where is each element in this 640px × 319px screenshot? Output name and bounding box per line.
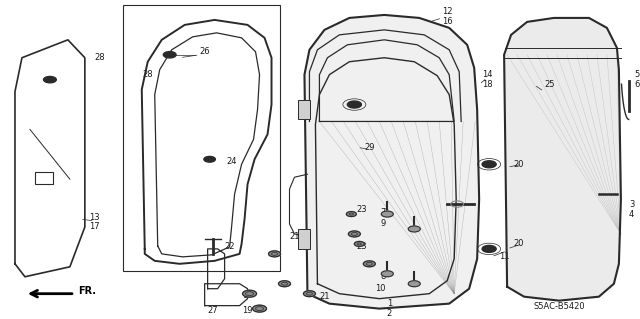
Text: 11: 11 bbox=[499, 252, 509, 261]
FancyBboxPatch shape bbox=[298, 229, 310, 249]
Circle shape bbox=[346, 211, 356, 217]
Text: 13: 13 bbox=[90, 212, 100, 221]
Text: 27: 27 bbox=[207, 306, 218, 315]
Text: 14: 14 bbox=[482, 70, 492, 79]
Circle shape bbox=[381, 271, 394, 277]
Text: 25: 25 bbox=[544, 80, 554, 89]
Text: 28: 28 bbox=[95, 53, 105, 62]
Circle shape bbox=[44, 77, 56, 83]
Text: 3: 3 bbox=[629, 200, 634, 209]
Circle shape bbox=[408, 226, 420, 232]
Text: 26: 26 bbox=[200, 47, 211, 56]
Circle shape bbox=[408, 281, 420, 287]
Text: 15: 15 bbox=[243, 291, 253, 300]
Text: FR.: FR. bbox=[78, 286, 96, 296]
Circle shape bbox=[381, 211, 394, 217]
Text: 21: 21 bbox=[319, 292, 330, 301]
Text: 23: 23 bbox=[356, 204, 367, 213]
Circle shape bbox=[303, 291, 316, 297]
Text: 8: 8 bbox=[380, 272, 385, 281]
Circle shape bbox=[482, 245, 496, 252]
Text: 12: 12 bbox=[442, 7, 452, 17]
Circle shape bbox=[348, 101, 362, 108]
Text: 17: 17 bbox=[90, 222, 100, 232]
FancyBboxPatch shape bbox=[298, 100, 310, 120]
Text: 20: 20 bbox=[514, 239, 524, 249]
Text: 9: 9 bbox=[380, 219, 385, 228]
Text: 29: 29 bbox=[364, 143, 374, 152]
Circle shape bbox=[482, 161, 496, 168]
Polygon shape bbox=[305, 15, 479, 308]
Text: 28: 28 bbox=[143, 70, 153, 79]
Text: 20: 20 bbox=[514, 160, 524, 169]
Polygon shape bbox=[504, 18, 621, 300]
Text: 23: 23 bbox=[356, 242, 367, 251]
Circle shape bbox=[348, 231, 360, 237]
Text: 10: 10 bbox=[375, 284, 385, 293]
Circle shape bbox=[163, 52, 176, 58]
Text: 18: 18 bbox=[482, 80, 492, 89]
Circle shape bbox=[243, 290, 257, 297]
Text: 22: 22 bbox=[225, 242, 235, 251]
Text: 5: 5 bbox=[634, 70, 639, 79]
Text: S5AC-B5420: S5AC-B5420 bbox=[533, 302, 585, 311]
Circle shape bbox=[364, 261, 375, 267]
Text: 7: 7 bbox=[380, 208, 385, 217]
Text: 1: 1 bbox=[387, 299, 392, 308]
Text: 6: 6 bbox=[634, 80, 639, 89]
FancyBboxPatch shape bbox=[123, 5, 280, 271]
Circle shape bbox=[204, 156, 216, 162]
Circle shape bbox=[269, 251, 280, 257]
Text: 19: 19 bbox=[243, 306, 253, 315]
FancyBboxPatch shape bbox=[35, 172, 53, 184]
Text: 2: 2 bbox=[387, 309, 392, 318]
Text: 4: 4 bbox=[629, 210, 634, 219]
Text: 16: 16 bbox=[442, 18, 453, 26]
Text: 21: 21 bbox=[289, 233, 300, 241]
Text: 24: 24 bbox=[227, 157, 237, 166]
Circle shape bbox=[355, 241, 364, 246]
Circle shape bbox=[253, 305, 266, 312]
Circle shape bbox=[278, 281, 291, 287]
